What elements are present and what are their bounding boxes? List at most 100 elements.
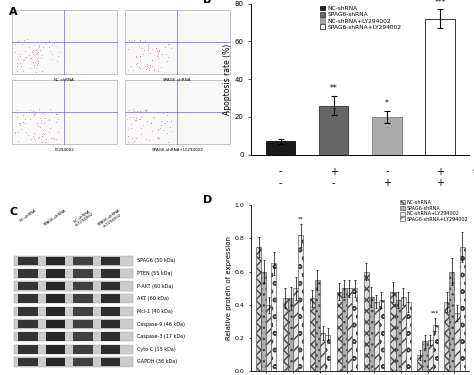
- Text: *: *: [385, 99, 389, 108]
- Point: [153, 45, 160, 51]
- FancyBboxPatch shape: [14, 256, 133, 265]
- Point: [30, 111, 37, 117]
- Text: Cyto C (15 kDa): Cyto C (15 kDa): [137, 347, 176, 352]
- Text: **: **: [330, 84, 337, 93]
- Point: [143, 63, 151, 69]
- Point: [130, 114, 137, 120]
- Point: [136, 43, 143, 49]
- FancyBboxPatch shape: [46, 269, 65, 278]
- Text: LY294002: LY294002: [473, 180, 474, 185]
- Point: [157, 118, 165, 124]
- Text: SPAG6 (50 kDa): SPAG6 (50 kDa): [137, 258, 176, 263]
- Bar: [428, 340, 433, 371]
- Point: [136, 38, 144, 44]
- FancyBboxPatch shape: [14, 345, 133, 354]
- Point: [38, 120, 46, 126]
- Point: [16, 53, 23, 58]
- Point: [162, 44, 169, 50]
- Point: [14, 39, 21, 45]
- Point: [30, 42, 37, 48]
- FancyBboxPatch shape: [18, 282, 38, 290]
- Point: [167, 118, 174, 124]
- Point: [54, 129, 62, 135]
- Point: [20, 57, 28, 63]
- Point: [137, 131, 145, 137]
- Point: [46, 106, 54, 112]
- Bar: [369, 297, 374, 371]
- Bar: [364, 272, 369, 371]
- FancyBboxPatch shape: [125, 10, 230, 74]
- Point: [31, 59, 39, 65]
- Point: [26, 116, 34, 122]
- Bar: [288, 298, 293, 371]
- FancyBboxPatch shape: [46, 307, 65, 316]
- Point: [142, 108, 150, 114]
- FancyBboxPatch shape: [14, 307, 133, 316]
- Point: [148, 57, 156, 63]
- Point: [136, 110, 144, 116]
- Point: [11, 49, 19, 55]
- FancyBboxPatch shape: [73, 332, 92, 341]
- Point: [163, 112, 171, 118]
- Point: [19, 119, 27, 125]
- Text: P-AKT (60 kDa): P-AKT (60 kDa): [137, 284, 173, 289]
- Point: [130, 138, 137, 144]
- Text: +: +: [330, 166, 338, 177]
- Point: [50, 40, 58, 46]
- Point: [36, 42, 43, 48]
- Point: [127, 125, 135, 131]
- FancyBboxPatch shape: [18, 320, 38, 328]
- Point: [141, 38, 148, 44]
- Text: SPAG6-shRNA: SPAG6-shRNA: [44, 208, 68, 226]
- Point: [35, 134, 42, 140]
- Point: [49, 135, 57, 141]
- Point: [53, 136, 60, 142]
- FancyBboxPatch shape: [18, 269, 38, 278]
- FancyBboxPatch shape: [46, 294, 65, 303]
- Bar: [256, 247, 261, 371]
- Point: [14, 56, 22, 62]
- Point: [47, 135, 55, 141]
- Point: [150, 115, 157, 121]
- Text: NC-shRNA: NC-shRNA: [19, 208, 37, 223]
- Point: [22, 129, 29, 135]
- FancyBboxPatch shape: [73, 256, 92, 265]
- FancyBboxPatch shape: [73, 307, 92, 316]
- Point: [39, 130, 46, 136]
- Point: [137, 58, 144, 64]
- Point: [18, 63, 25, 69]
- FancyBboxPatch shape: [101, 332, 120, 341]
- Point: [155, 135, 163, 141]
- Point: [161, 120, 169, 126]
- Point: [53, 111, 60, 117]
- Point: [124, 139, 132, 145]
- Bar: [320, 333, 325, 371]
- Text: AKT (60 kDa): AKT (60 kDa): [137, 296, 169, 301]
- Point: [155, 48, 163, 54]
- Point: [32, 47, 39, 53]
- Point: [21, 120, 29, 126]
- Point: [149, 114, 157, 120]
- Point: [144, 118, 151, 124]
- Point: [32, 69, 40, 75]
- Point: [157, 122, 164, 128]
- Bar: [417, 355, 422, 371]
- Point: [28, 49, 36, 55]
- Point: [159, 110, 167, 116]
- Text: -: -: [332, 178, 336, 188]
- Point: [46, 125, 54, 131]
- Point: [37, 55, 45, 61]
- Bar: [379, 300, 384, 371]
- Point: [142, 136, 150, 142]
- FancyBboxPatch shape: [14, 268, 133, 278]
- Point: [166, 124, 174, 130]
- FancyBboxPatch shape: [73, 269, 92, 278]
- Text: +: +: [436, 166, 444, 177]
- Point: [157, 64, 164, 70]
- Point: [125, 46, 132, 52]
- Point: [142, 107, 150, 113]
- Point: [142, 63, 149, 69]
- Point: [155, 128, 162, 134]
- Point: [35, 135, 42, 141]
- Point: [150, 67, 157, 73]
